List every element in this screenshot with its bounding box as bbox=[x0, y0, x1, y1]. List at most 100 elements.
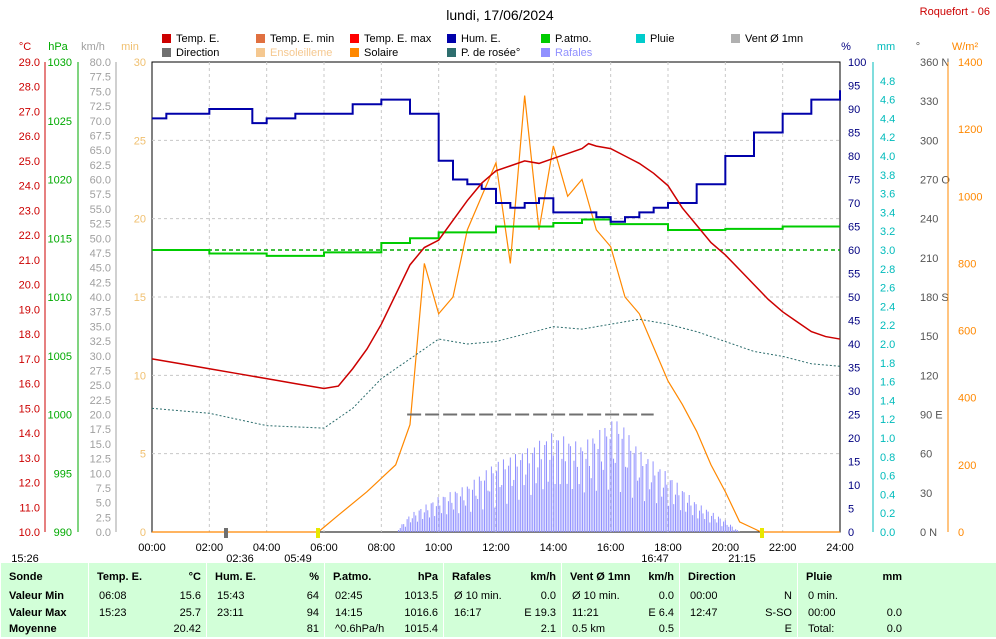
legend-swatch bbox=[162, 34, 171, 43]
table-cell-label: 16:17 bbox=[454, 607, 482, 619]
row-label-max: Valeur Max bbox=[9, 607, 67, 619]
kmh-tick-label: 25.0 bbox=[90, 380, 111, 392]
pct-tick-label: 15 bbox=[848, 457, 860, 469]
row-label-mean: Moyenne bbox=[9, 623, 57, 635]
temp-tick-label: 18.0 bbox=[19, 329, 40, 341]
temp-tick-label: 17.0 bbox=[19, 354, 40, 366]
kmh-tick-label: 77.5 bbox=[90, 72, 111, 84]
temp-tick-label: 22.0 bbox=[19, 230, 40, 242]
pct-tick-label: 85 bbox=[848, 128, 860, 140]
axis-unit-label: °C bbox=[19, 41, 31, 53]
kmh-tick-label: 30.0 bbox=[90, 351, 111, 363]
mm-tick-label: 1.4 bbox=[880, 395, 895, 407]
table-cell-row: 2.1 bbox=[444, 623, 562, 639]
table-cell-value: 1013.5 bbox=[404, 590, 438, 602]
kmh-tick-label: 10.0 bbox=[90, 468, 111, 480]
table-cell-row: E bbox=[680, 623, 798, 639]
table-cell-row: 0 min. bbox=[798, 590, 908, 606]
table-cell-label: 23:11 bbox=[217, 607, 244, 619]
hpa-tick-label: 995 bbox=[54, 468, 72, 480]
time-tick-label: 06:00 bbox=[310, 542, 338, 554]
min-tick-label: 5 bbox=[140, 449, 146, 461]
table-cell-value: 0.0 bbox=[886, 623, 902, 635]
table-column-title: P.atmo. bbox=[333, 571, 372, 583]
mm-tick-label: 1.0 bbox=[880, 433, 895, 445]
axis-unit-label: mm bbox=[877, 41, 895, 53]
time-marker-label: 16:47 bbox=[641, 553, 669, 563]
deg-tick-label: 30 bbox=[920, 488, 932, 500]
hpa-tick-label: 990 bbox=[54, 527, 72, 539]
kmh-tick-label: 27.5 bbox=[90, 365, 111, 377]
temp-tick-label: 11.0 bbox=[19, 502, 40, 514]
table-cell-label: 0 min. bbox=[808, 590, 838, 602]
table-column-title: Hum. E. bbox=[215, 571, 256, 583]
table-cell-label: 00:00 bbox=[690, 590, 718, 602]
time-tick-label: 16:00 bbox=[597, 542, 625, 554]
axis-unit-label: min bbox=[121, 41, 139, 53]
mm-tick-label: 2.6 bbox=[880, 283, 895, 295]
legend-swatch bbox=[636, 34, 645, 43]
pct-tick-label: 95 bbox=[848, 81, 860, 93]
table-cell-row: Total: 0.0 bbox=[798, 623, 908, 639]
pct-tick-label: 75 bbox=[848, 175, 860, 187]
table-cell-row: 12:47 S-SO bbox=[680, 607, 798, 623]
kmh-tick-label: 62.5 bbox=[90, 160, 111, 172]
hpa-tick-label: 1010 bbox=[48, 292, 72, 304]
row-labels-column: Sonde Valeur Min Valeur Max Moyenne bbox=[0, 563, 89, 637]
deg-tick-label: 120 bbox=[920, 370, 938, 382]
kmh-tick-label: 45.0 bbox=[90, 263, 111, 275]
legend-swatch bbox=[350, 34, 359, 43]
time-marker-label: 15:26 bbox=[11, 553, 39, 563]
time-marker-label: 05:49 bbox=[284, 553, 312, 563]
temp-tick-label: 19.0 bbox=[19, 304, 40, 316]
mm-tick-label: 3.6 bbox=[880, 189, 895, 201]
kmh-tick-label: 20.0 bbox=[90, 410, 111, 422]
time-tick-label: 10:00 bbox=[425, 542, 453, 554]
table-column: P.atmo. hPa 02:45 1013.5 14:15 1016.6 ^0.6hPa/… bbox=[324, 563, 444, 637]
table-column-unit: °C bbox=[188, 571, 201, 583]
deg-tick-label: 150 bbox=[920, 331, 938, 343]
summary-table: Sonde Valeur Min Valeur Max Moyenne Temp… bbox=[0, 563, 996, 637]
pct-tick-label: 30 bbox=[848, 386, 860, 398]
time-tick-label: 12:00 bbox=[482, 542, 510, 554]
table-column-title: Direction bbox=[688, 571, 736, 583]
pct-tick-label: 65 bbox=[848, 222, 860, 234]
temp-tick-label: 21.0 bbox=[19, 255, 40, 267]
kmh-tick-label: 47.5 bbox=[90, 248, 111, 260]
mm-tick-label: 2.8 bbox=[880, 264, 895, 276]
wm2-tick-label: 1000 bbox=[958, 191, 982, 203]
legend-swatch bbox=[162, 48, 171, 57]
table-cell-row: 0.5 km 0.5 bbox=[562, 623, 680, 639]
kmh-tick-label: 32.5 bbox=[90, 336, 111, 348]
temp-tick-label: 23.0 bbox=[19, 205, 40, 217]
pressure-line bbox=[152, 218, 840, 257]
table-cell-value: 20.42 bbox=[173, 623, 201, 635]
temp-tick-label: 15.0 bbox=[19, 403, 40, 415]
table-cell-value: E bbox=[784, 623, 792, 635]
table-cell-row: 15:23 25.7 bbox=[89, 607, 207, 623]
table-cell-label: 15:23 bbox=[99, 607, 127, 619]
legend-label: P. de rosée° bbox=[461, 47, 520, 59]
legend-swatch bbox=[256, 34, 265, 43]
table-cell-value: 2.1 bbox=[540, 623, 556, 635]
min-tick-label: 30 bbox=[134, 57, 146, 69]
wm2-tick-label: 400 bbox=[958, 393, 976, 405]
temp-tick-label: 12.0 bbox=[19, 478, 40, 490]
table-cell-row: 06:08 15.6 bbox=[89, 590, 207, 606]
legend-label: P.atmo. bbox=[555, 33, 592, 45]
kmh-tick-label: 52.5 bbox=[90, 219, 111, 231]
chart-title: lundi, 17/06/2024 bbox=[446, 7, 554, 23]
deg-tick-label: 210 bbox=[920, 253, 938, 265]
col-header-sonde: Sonde bbox=[9, 571, 43, 583]
pct-tick-label: 40 bbox=[848, 339, 860, 351]
legend-swatch bbox=[731, 34, 740, 43]
legend-swatch bbox=[447, 48, 456, 57]
table-cell-label: 0.5 km bbox=[572, 623, 606, 635]
table-cell-label: 12:47 bbox=[690, 607, 718, 619]
hpa-tick-label: 1030 bbox=[48, 57, 72, 69]
table-cell-label: Ø 10 min. bbox=[572, 590, 620, 602]
wm2-tick-label: 1200 bbox=[958, 124, 982, 136]
legend-label: Solaire bbox=[364, 47, 398, 59]
kmh-tick-label: 17.5 bbox=[90, 424, 111, 436]
deg-tick-label: 330 bbox=[920, 96, 938, 108]
